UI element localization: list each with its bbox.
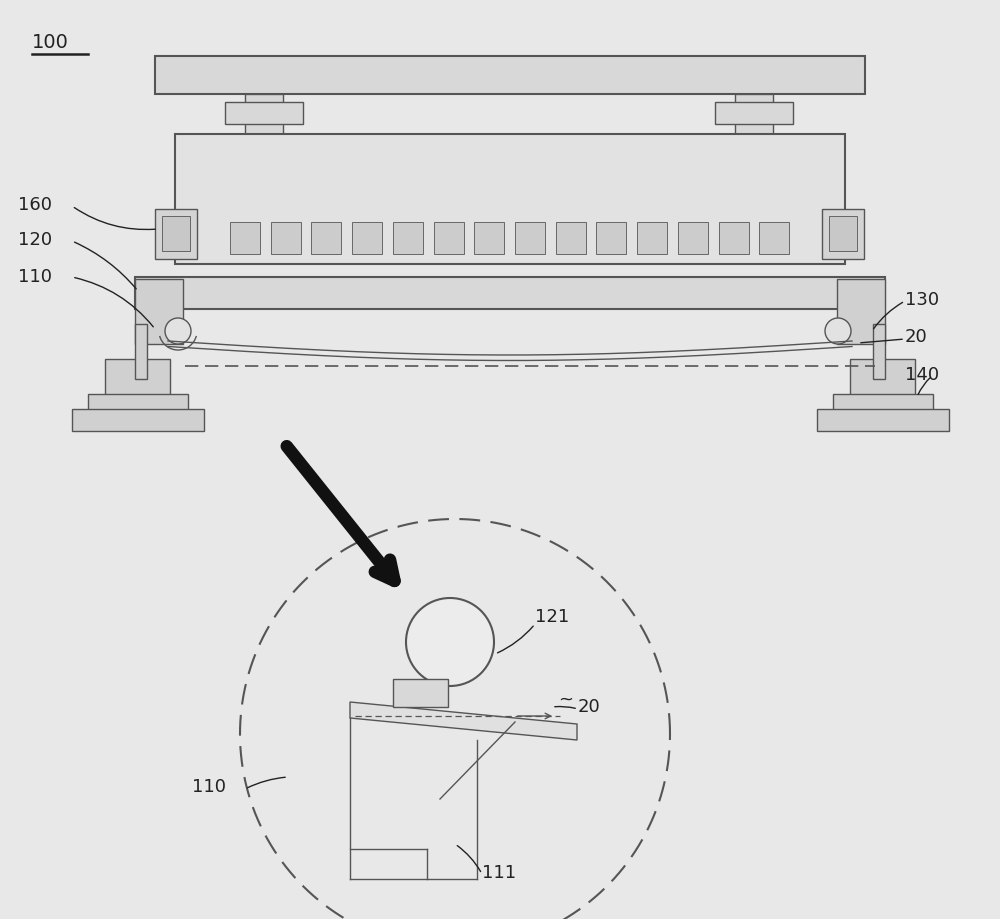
Bar xyxy=(873,324,885,380)
Bar xyxy=(434,222,464,255)
Bar xyxy=(817,410,949,432)
Polygon shape xyxy=(350,702,577,740)
Bar xyxy=(245,95,283,234)
Bar xyxy=(155,57,865,95)
Text: 100: 100 xyxy=(32,33,69,52)
Bar xyxy=(474,222,504,255)
Text: 121: 121 xyxy=(535,607,569,625)
Circle shape xyxy=(406,598,494,686)
Bar xyxy=(678,222,708,255)
Bar xyxy=(155,210,197,260)
Bar xyxy=(822,210,864,260)
Text: 110: 110 xyxy=(18,267,52,286)
Text: 120: 120 xyxy=(18,231,52,249)
Bar xyxy=(135,324,147,380)
Bar xyxy=(515,222,545,255)
Bar xyxy=(135,278,885,310)
Text: 20: 20 xyxy=(905,328,928,346)
Bar xyxy=(715,103,793,125)
Bar xyxy=(393,222,423,255)
Bar xyxy=(759,222,789,255)
Bar xyxy=(105,359,170,398)
Circle shape xyxy=(825,319,851,345)
Bar xyxy=(829,217,857,252)
Bar xyxy=(637,222,667,255)
Bar xyxy=(225,103,303,125)
Bar xyxy=(88,394,188,412)
Text: 110: 110 xyxy=(192,777,226,795)
Circle shape xyxy=(165,319,191,345)
Text: 111: 111 xyxy=(482,863,516,881)
Bar xyxy=(271,222,301,255)
Bar xyxy=(175,135,845,265)
Text: 130: 130 xyxy=(905,290,939,309)
Bar xyxy=(162,217,190,252)
Bar xyxy=(311,222,341,255)
Bar xyxy=(135,279,183,345)
Bar xyxy=(833,394,933,412)
Text: 20: 20 xyxy=(578,698,601,715)
Bar xyxy=(393,679,448,707)
Bar xyxy=(719,222,749,255)
Text: ~: ~ xyxy=(558,690,573,709)
Bar xyxy=(596,222,626,255)
Text: 160: 160 xyxy=(18,196,52,214)
Bar xyxy=(72,410,204,432)
Bar xyxy=(556,222,586,255)
Bar xyxy=(352,222,382,255)
Bar xyxy=(230,222,260,255)
Bar xyxy=(735,95,773,234)
Bar xyxy=(850,359,915,398)
Bar xyxy=(837,279,885,345)
Text: 140: 140 xyxy=(905,366,939,383)
